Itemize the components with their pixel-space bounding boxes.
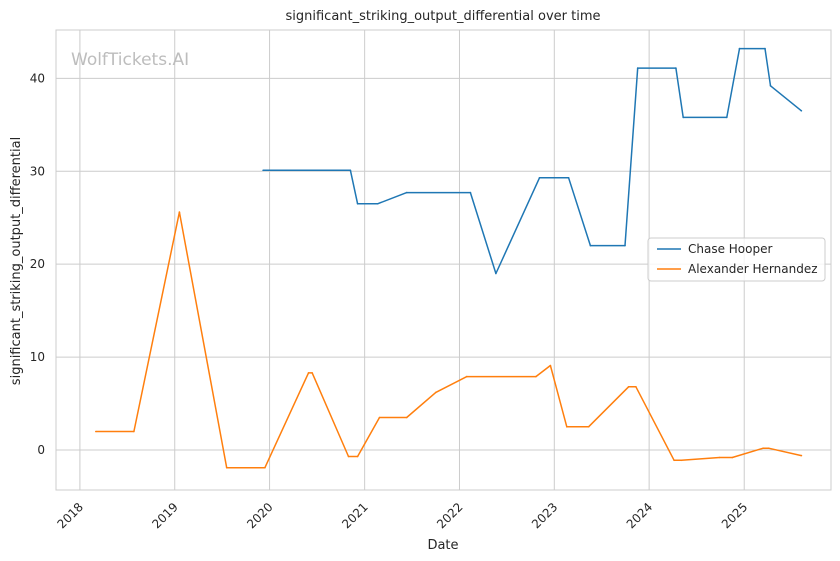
- data-point: [675, 67, 677, 69]
- data-point: [718, 456, 721, 459]
- series-line-1: [95, 211, 802, 469]
- data-point: [726, 116, 728, 119]
- data-point: [769, 85, 772, 87]
- data-point: [347, 455, 350, 458]
- data-point: [800, 454, 803, 457]
- data-point: [635, 386, 637, 388]
- data-point: [405, 416, 408, 419]
- data-point: [567, 177, 570, 179]
- legend: Chase Hooper Alexander Hernandez: [647, 237, 826, 282]
- data-point: [264, 466, 266, 469]
- data-point: [673, 459, 675, 462]
- x-axis-label: Date: [427, 538, 458, 553]
- data-point: [549, 364, 552, 367]
- data-point: [435, 391, 437, 394]
- data-point: [225, 466, 228, 469]
- data-point: [133, 430, 135, 433]
- data-point: [738, 47, 741, 50]
- data-point: [589, 244, 592, 247]
- data-point: [800, 110, 803, 112]
- x-tick-label: 2023: [529, 500, 560, 531]
- x-tick-label: 2018: [55, 500, 86, 531]
- x-tick-label: 2020: [244, 500, 275, 531]
- legend-box: [647, 237, 826, 282]
- data-point: [378, 416, 381, 419]
- data-point: [636, 67, 639, 69]
- y-axis-ticks: 0 10 20 30 40: [30, 71, 45, 457]
- watermark: WolfTickets.AI: [71, 50, 189, 70]
- x-tick-label: 2019: [149, 500, 180, 531]
- y-tick-label: 40: [30, 71, 45, 85]
- data-point: [311, 372, 314, 374]
- data-point: [680, 459, 683, 462]
- grid: [56, 30, 831, 490]
- data-point: [356, 203, 359, 205]
- data-point: [627, 386, 630, 388]
- data-point: [356, 455, 359, 458]
- legend-label: Alexander Hernandez: [688, 262, 818, 276]
- data-point: [262, 169, 264, 172]
- y-tick-label: 10: [30, 350, 45, 364]
- data-point: [469, 191, 472, 194]
- data-point: [376, 203, 379, 205]
- data-point: [405, 191, 408, 194]
- data-point: [466, 375, 468, 378]
- data-point: [764, 47, 766, 50]
- x-tick-label: 2024: [624, 500, 655, 531]
- data-point: [178, 211, 181, 213]
- data-point: [495, 272, 497, 275]
- series-layer: [95, 47, 803, 469]
- y-axis-label: significant_striking_output_differential: [9, 137, 24, 385]
- data-point: [587, 426, 590, 428]
- data-point: [566, 426, 568, 428]
- data-point: [762, 447, 764, 450]
- x-axis-ticks: 2018 2019 2020 2021 2022 2023 2024 2025: [55, 500, 751, 531]
- chart-title: significant_striking_output_differential…: [286, 9, 601, 24]
- data-point: [349, 169, 352, 172]
- x-tick-label: 2022: [434, 500, 465, 531]
- y-tick-label: 30: [30, 164, 45, 178]
- data-point: [767, 447, 770, 450]
- plot-frame: [55, 29, 832, 491]
- data-point: [95, 430, 97, 433]
- data-point: [731, 456, 734, 459]
- data-point: [538, 177, 541, 179]
- data-point: [624, 244, 626, 247]
- data-point: [682, 116, 684, 119]
- x-tick-label: 2021: [339, 500, 370, 531]
- y-tick-label: 0: [37, 443, 45, 457]
- legend-label: Chase Hooper: [688, 242, 772, 256]
- data-point: [307, 372, 310, 374]
- y-tick-label: 20: [30, 257, 45, 271]
- x-tick-label: 2025: [719, 500, 750, 531]
- data-point: [535, 375, 537, 378]
